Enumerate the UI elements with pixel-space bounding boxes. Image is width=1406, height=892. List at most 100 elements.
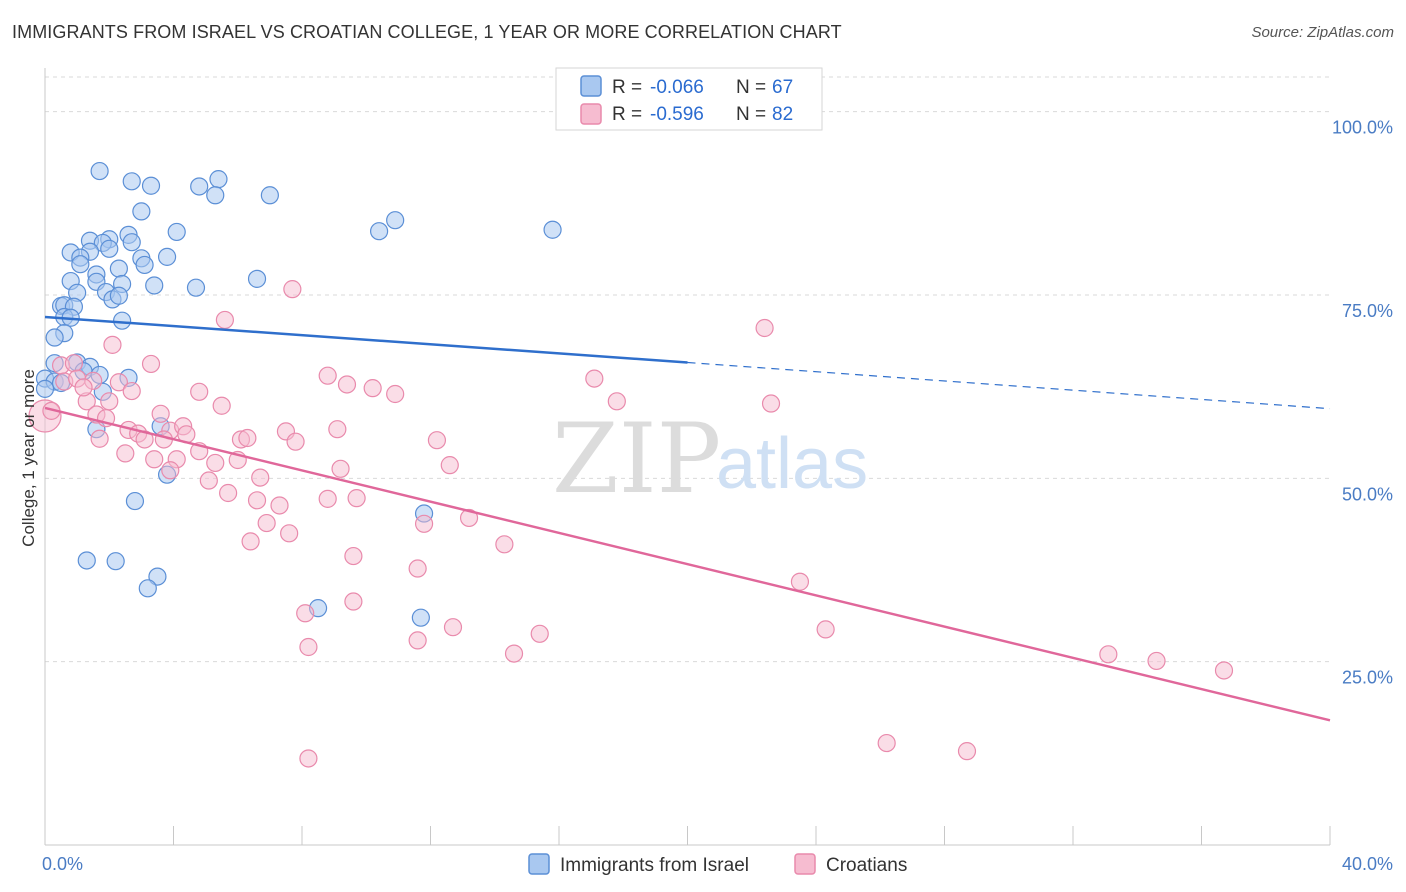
israel-point-6 [260,186,279,205]
israel-point-56 [125,491,145,511]
croatian-point-52 [344,592,363,611]
croatian-point-48 [337,375,357,394]
israel-point-64 [35,379,55,398]
legend-n-label-israel: N = [736,77,766,98]
croatian-point-69 [755,318,774,338]
watermark: ZIP atlas [552,403,868,515]
croatian-point-60 [459,508,479,528]
legend-n-value-croatian: 82 [772,104,793,125]
bottom-legend-label-croatian: Croatians [826,855,907,876]
axes [44,68,1331,846]
croatian-point-23 [116,444,135,463]
legend-box: R = -0.066 N = 67 R = -0.596 N = 82 [555,67,823,131]
croatian-point-34 [219,483,238,503]
croatian-point-70 [761,394,781,413]
israel-point-11 [167,222,186,242]
croatian-point-42 [286,432,305,451]
israel-point-1 [122,172,141,191]
israel-point-25 [135,255,154,275]
croatian-point-68 [607,392,626,411]
croatian-point-66 [530,624,549,643]
croatian-point-36 [247,491,267,510]
israel-point-7 [132,202,151,221]
x-tick-label-1: 40.0% [1342,854,1393,874]
israel-point-63 [411,608,430,627]
watermark-zip: ZIP [552,403,721,515]
croatian-point-50 [386,384,405,404]
israel-point-42 [112,311,132,330]
israel-point-60 [148,567,167,586]
trend-lines [44,315,1331,722]
israel-point-19 [100,239,119,258]
croatian-point-8 [122,381,141,401]
israel-point-24 [109,259,128,278]
legend-r-value-israel: -0.066 [650,77,704,98]
bottom-legend: Immigrants from Israel Croatians [528,853,907,876]
croatian-point-27 [199,471,218,490]
israel-point-8 [386,211,405,230]
croatian-point-73 [877,733,896,753]
croatian-point-54 [299,637,318,657]
grid-lines [45,76,1330,663]
croatian-point-57 [427,431,447,450]
croatian-point-21 [145,450,164,469]
croatian-point-59 [414,514,434,533]
croatian-point-28 [190,382,209,401]
israel-point-58 [77,551,96,570]
croatian-point-35 [251,468,270,487]
croatian-point-74 [957,742,977,761]
legend-n-value-israel: 67 [772,77,793,98]
chart-title: IMMIGRANTS FROM ISRAEL VS CROATIAN COLLE… [12,22,842,42]
croatian-point-38 [257,513,276,533]
croatian-point-13 [90,429,109,448]
y-tick-label-0: 25.0% [1342,668,1393,688]
croatian-point-47 [347,489,366,508]
croatian-point-67 [585,369,604,388]
y-tick-label-2: 75.0% [1342,301,1393,321]
israel-point-22 [157,247,177,266]
croatian-point-17 [151,404,170,423]
croatian-point-77 [1214,661,1234,680]
israel-trend-line [44,315,688,364]
croatian-point-29 [212,396,231,415]
croatian-point-81 [74,378,93,397]
croatian-point-26 [206,453,225,473]
croatian-point-61 [408,559,427,578]
croatian-point-63 [408,631,427,650]
croatian-point-45 [331,459,350,478]
croatian-point-7 [109,373,128,392]
israel-point-44 [45,328,64,347]
croatian-point-78 [100,392,119,411]
croatian-point-64 [443,618,463,637]
legend-n-label-croatian: N = [736,104,766,125]
israel-point-9 [370,222,389,241]
legend-r-label-croatian: R = [612,104,642,125]
croatian-point-44 [328,420,347,439]
croatian-point-75 [1099,645,1118,664]
israel-point-10 [543,220,562,239]
israel-point-23 [71,255,90,274]
croatian-point-56 [283,280,302,299]
series-croatian-points [28,280,1234,768]
legend-r-value-croatian: -0.596 [650,104,704,125]
croatian-point-62 [495,535,514,554]
croatian-point-6 [103,335,122,354]
legend-swatch-israel [580,75,602,97]
y-axis-label: College, 1 year or more [19,369,38,547]
israel-point-2 [141,176,161,195]
x-tick-label-0: 0.0% [42,854,83,874]
croatian-point-24 [161,461,180,480]
croatian-point-43 [318,366,337,385]
y-tick-labels: 25.0% 50.0% 75.0% 100.0% [1332,118,1393,688]
croatian-point-51 [344,546,363,566]
croatian-point-71 [790,572,810,591]
y-tick-label-3: 100.0% [1332,118,1393,138]
israel-point-0 [90,161,109,181]
israel-point-61 [138,579,157,598]
croatian-trend-line [44,406,1331,722]
israel-point-5 [206,186,225,205]
israel-point-16 [122,233,141,252]
israel-point-32 [186,278,206,297]
croatian-point-46 [318,489,337,508]
